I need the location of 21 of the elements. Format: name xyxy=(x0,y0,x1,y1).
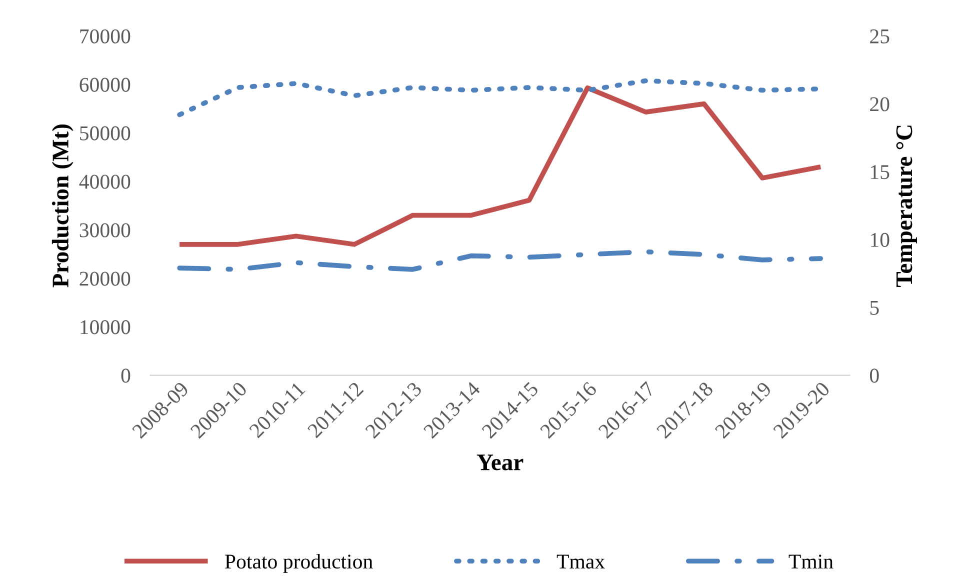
y-tick-label: 50000 xyxy=(80,126,130,140)
y-tick-label: 60000 xyxy=(80,78,130,92)
legend-label: Tmax xyxy=(556,554,605,569)
y2-tick-label: 20 xyxy=(870,97,890,112)
y-tick-label: 0 xyxy=(121,368,130,383)
line-series xyxy=(177,249,824,272)
legend-label: Tmin xyxy=(788,554,834,568)
y2-tick-label: 15 xyxy=(871,165,890,180)
y2-tick-label: 0 xyxy=(870,368,879,383)
y2-tick-label: 5 xyxy=(870,300,879,315)
y-tick-label: 40000 xyxy=(79,174,130,189)
y2-tick-label: 10 xyxy=(871,232,890,247)
y-tick-label: 10000 xyxy=(80,320,130,334)
x-axis-title: Year xyxy=(476,454,524,470)
y-axis-title: Production (Mt) xyxy=(52,124,74,288)
y-tick-label: 70000 xyxy=(80,29,130,44)
y-tick-label: 30000 xyxy=(80,223,130,238)
y2-tick-label: 25 xyxy=(870,29,890,44)
y2-axis-title: Temperature °C xyxy=(896,126,917,288)
y-tick-label: 20000 xyxy=(80,272,130,286)
legend-label: Potato production xyxy=(225,554,373,573)
